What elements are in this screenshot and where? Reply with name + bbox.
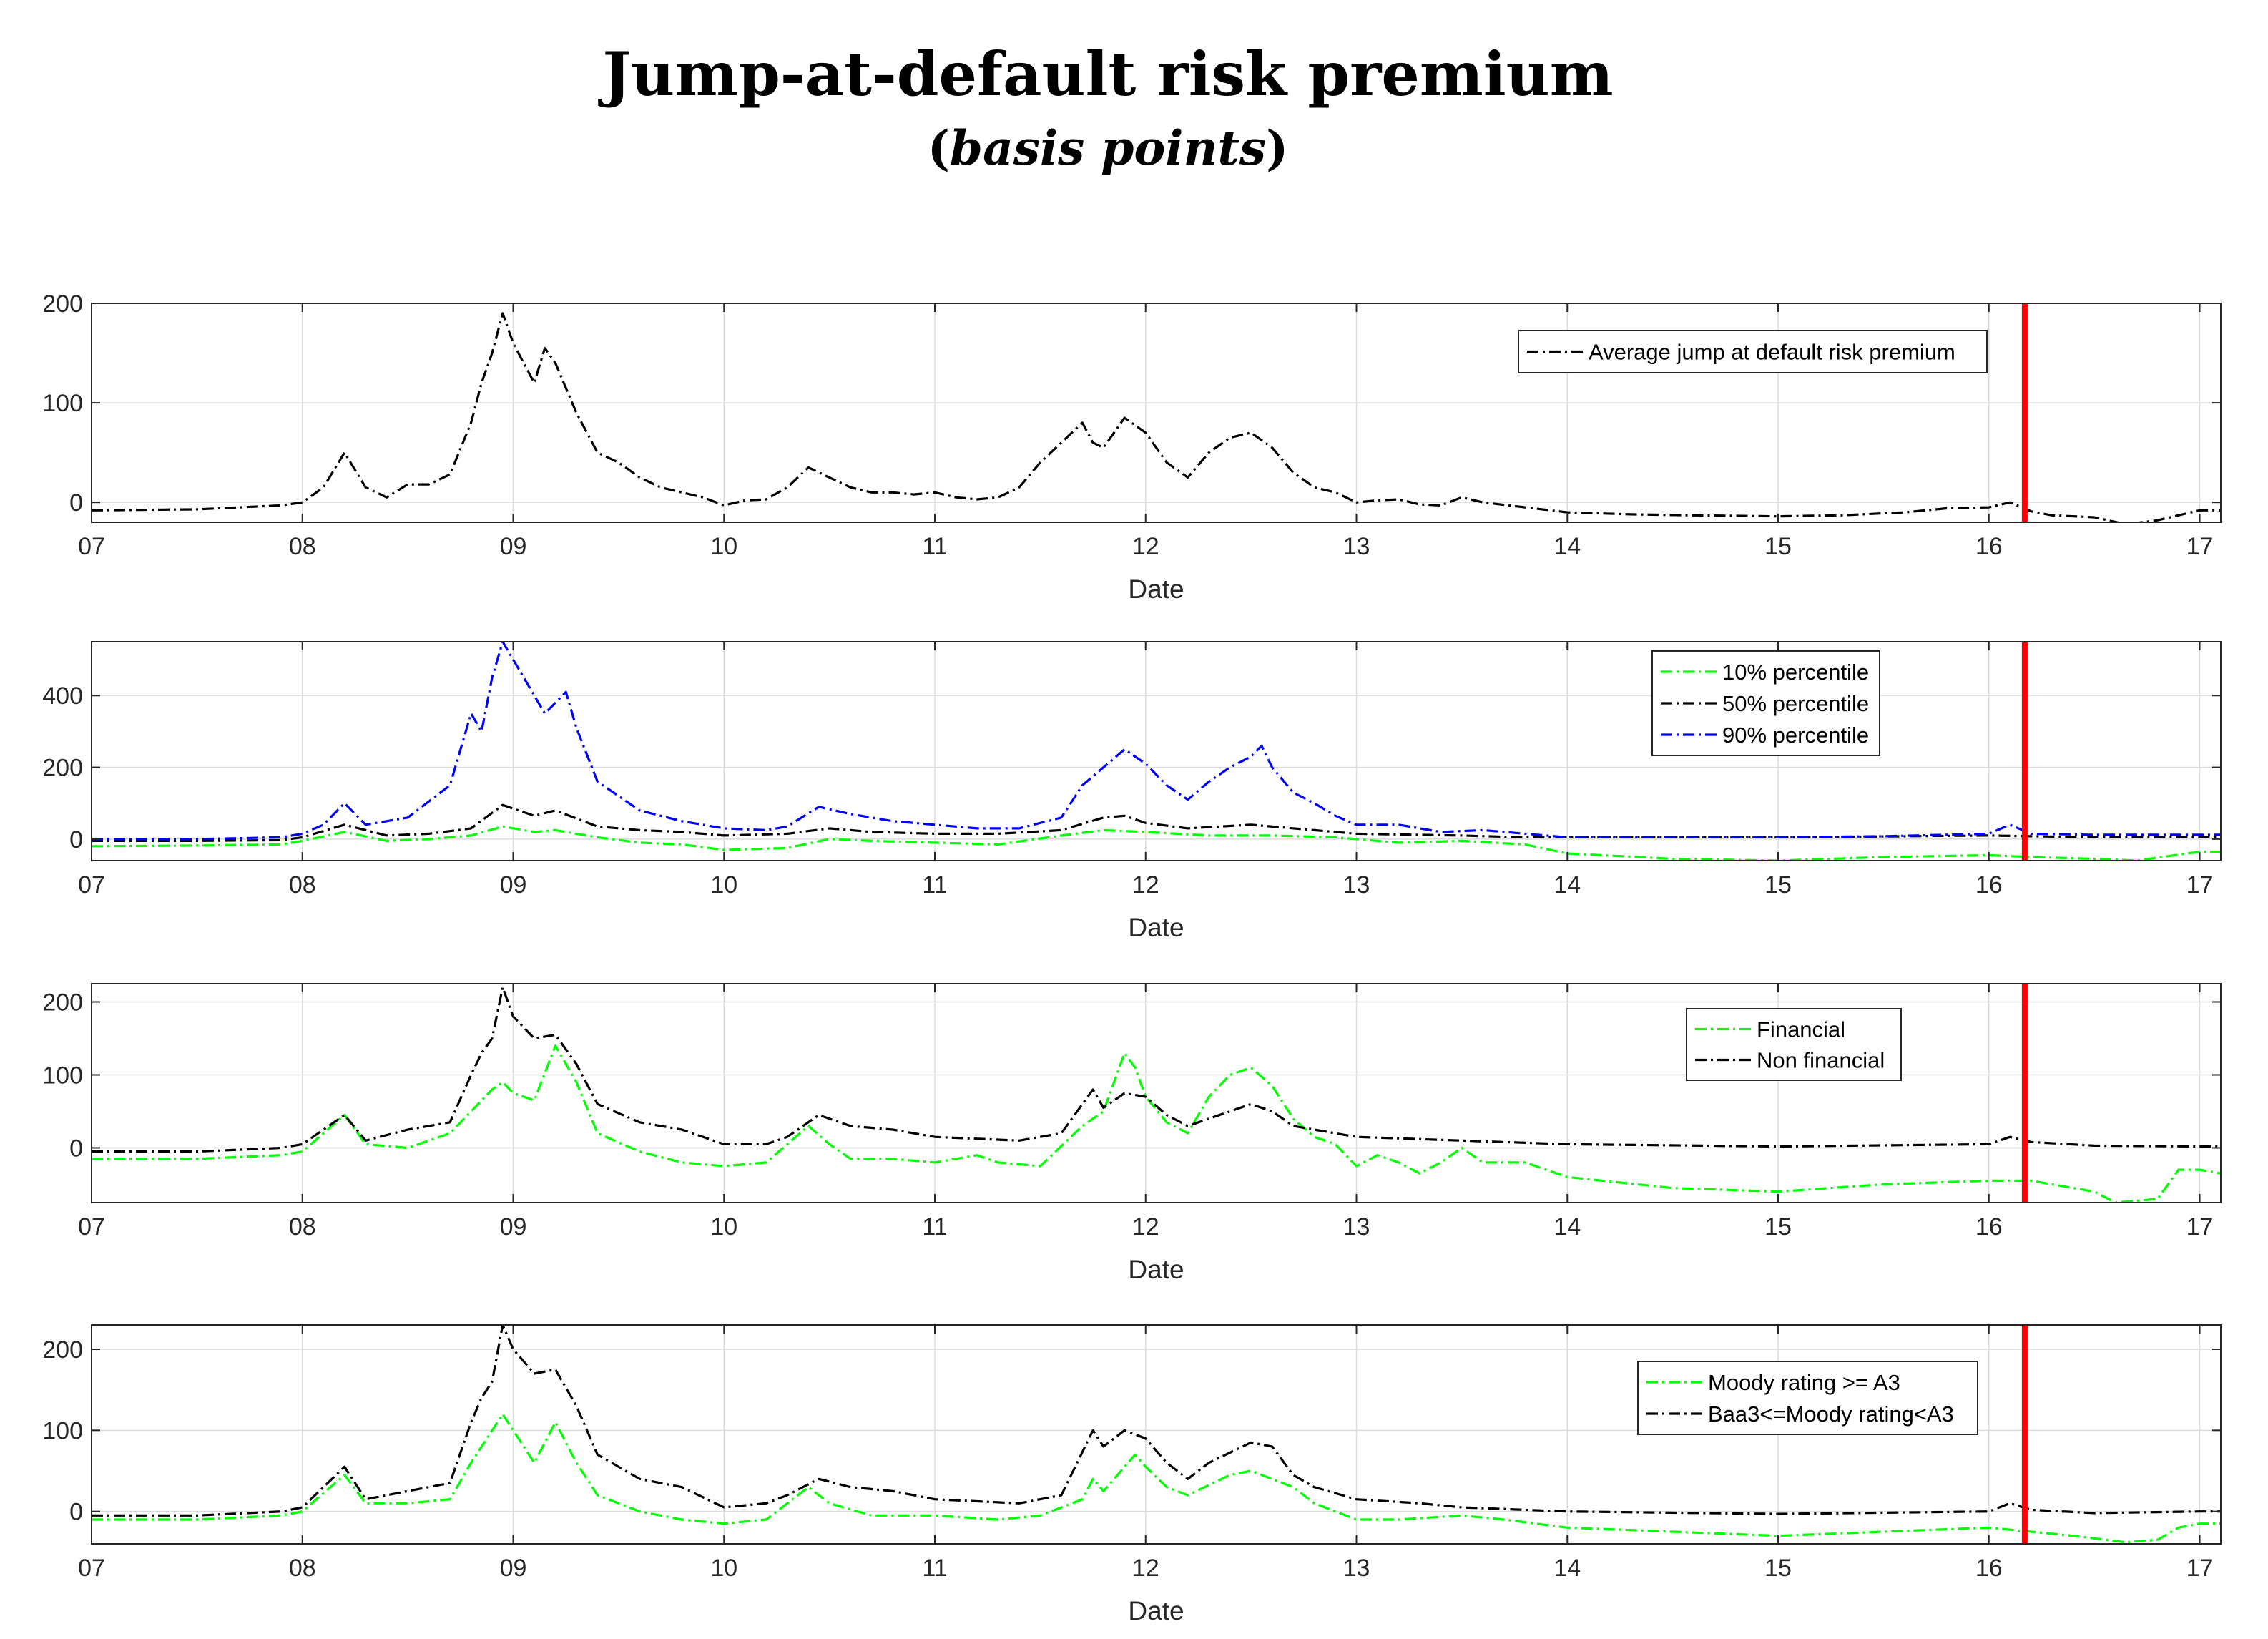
legend-label: Average jump at default risk premium [1589,340,1955,365]
series-line-2 [92,1325,2221,1517]
y-tick-label: 200 [42,755,83,782]
x-tick-label: 11 [922,871,947,899]
x-tick-label: 11 [922,1213,947,1241]
x-tick-label: 16 [1975,871,2003,899]
series-line-3 [92,642,2221,841]
y-tick-label: 200 [42,1336,83,1364]
legend-label: 90% percentile [1722,723,1869,748]
figure-title: Jump-at-default risk premium [597,39,1613,109]
x-tick-label: 17 [2186,533,2214,560]
subtitle-italic: basis points [950,120,1266,176]
legend-label: Non financial [1757,1048,1885,1073]
y-tick-label: 0 [69,826,83,853]
y-tick-label: 200 [42,989,83,1017]
x-tick-label: 15 [1764,1555,1792,1582]
x-axis-label: Date [1128,913,1184,942]
x-tick-label: 08 [289,1213,316,1241]
series-line-1 [92,825,2221,861]
x-tick-label: 16 [1975,1555,2003,1582]
series-line-2 [92,803,2221,843]
x-tick-label: 16 [1975,533,2003,560]
subtitle-open-paren: ( [928,120,950,176]
x-tick-label: 12 [1132,871,1159,899]
x-tick-label: 13 [1343,871,1370,899]
axes-box [91,983,2222,1203]
y-tick-label: 200 [42,290,83,318]
x-tick-label: 13 [1343,533,1370,560]
y-tick-label: 100 [42,1062,83,1090]
x-tick-label: 17 [2186,1213,2214,1241]
x-tick-label: 09 [500,1213,527,1241]
subtitle-close-paren: ) [1266,120,1288,176]
axes-box [91,1324,2222,1545]
legend-label: Financial [1757,1017,1845,1042]
x-tick-label: 09 [500,533,527,560]
x-axis-label: Date [1128,1255,1184,1284]
y-tick-label: 400 [42,682,83,710]
y-tick-label: 100 [42,1417,83,1444]
x-tick-label: 14 [1553,1555,1581,1582]
x-tick-label: 09 [500,871,527,899]
legend-label: Baa3<=Moody rating<A3 [1708,1401,1954,1427]
x-tick-label: 08 [289,871,316,899]
x-tick-label: 13 [1343,1213,1370,1241]
x-tick-label: 10 [710,533,737,560]
x-tick-label: 08 [289,1555,316,1582]
x-tick-label: 07 [78,533,105,560]
x-tick-label: 07 [78,871,105,899]
panel-3-financial: 07 08 09 10 11 12 13 14 15 16 17 0 100 200 Date Financi… [42,983,2222,1284]
x-tick-label: 07 [78,1213,105,1241]
legend: Moody rating >= A3 Baa3<=Moody rating<A3 [1637,1361,1978,1435]
series-line-1 [92,312,2221,522]
x-tick-label: 10 [710,1213,737,1241]
x-tick-label: 12 [1132,1555,1159,1582]
x-tick-label: 17 [2186,1555,2214,1582]
x-tick-label: 14 [1553,533,1581,560]
panel-1-average: 07 08 09 10 11 12 13 14 15 16 17 0 100 200 Date Average… [42,290,2222,604]
legend-box [1686,1008,1902,1081]
y-tick-label: 0 [69,1499,83,1526]
x-tick-label: 09 [500,1555,527,1582]
x-tick-label: 12 [1132,1213,1159,1241]
x-tick-label: 14 [1553,871,1581,899]
x-tick-label: 16 [1975,1213,2003,1241]
x-tick-label: 15 [1764,533,1792,560]
x-tick-label: 11 [922,1555,947,1582]
x-tick-label: 12 [1132,533,1159,560]
legend: 10% percentile 50% percentile 90% percenti… [1651,650,1880,756]
x-tick-label: 10 [710,871,737,899]
y-tick-label: 0 [69,1135,83,1163]
x-tick-label: 11 [922,533,947,560]
x-tick-label: 15 [1764,871,1792,899]
x-axis-label: Date [1128,1596,1184,1625]
x-tick-label: 13 [1343,1555,1370,1582]
x-tick-label: 07 [78,1555,105,1582]
legend: Financial Non financial [1686,1008,1902,1081]
figure-subtitle: (basis points) [928,120,1289,176]
legend: Average jump at default risk premium [1518,330,1988,373]
legend-label: 50% percentile [1722,691,1869,716]
legend-box [1518,330,1988,373]
series-line-1 [92,1044,2221,1203]
series-line-2 [92,986,2221,1153]
legend-box [1637,1361,1978,1435]
x-axis-label: Date [1128,574,1184,604]
axes-box [91,303,2222,523]
series-line-1 [92,1413,2221,1544]
x-tick-label: 15 [1764,1213,1792,1241]
x-tick-label: 08 [289,533,316,560]
x-tick-label: 10 [710,1555,737,1582]
panel-2-percentiles: 07 08 09 10 11 12 13 14 15 16 17 0 200 400 Date 10% per… [42,641,2222,942]
y-tick-label: 100 [42,390,83,417]
y-tick-label: 0 [69,489,83,517]
legend-label: Moody rating >= A3 [1708,1370,1900,1395]
panel-4-moody-rating: 07 08 09 10 11 12 13 14 15 16 17 0 100 200 Date Moody r… [42,1324,2222,1625]
x-tick-label: 14 [1553,1213,1581,1241]
legend-label: 10% percentile [1722,660,1869,685]
axes-box [91,641,2222,861]
x-tick-label: 17 [2186,871,2214,899]
